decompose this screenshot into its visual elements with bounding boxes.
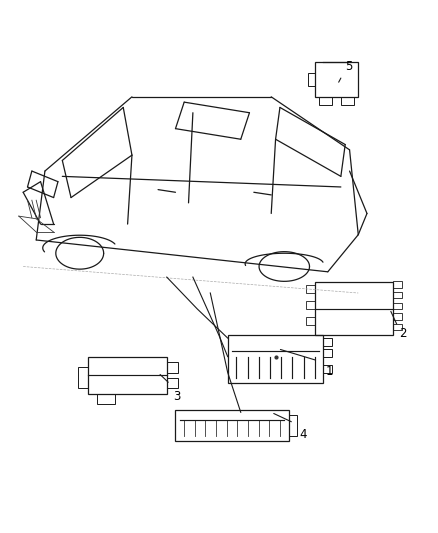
Text: 5: 5 — [345, 60, 353, 73]
Text: 3: 3 — [173, 390, 181, 402]
Text: 1: 1 — [325, 365, 333, 377]
Text: 2: 2 — [399, 327, 407, 341]
Text: 4: 4 — [300, 427, 307, 441]
